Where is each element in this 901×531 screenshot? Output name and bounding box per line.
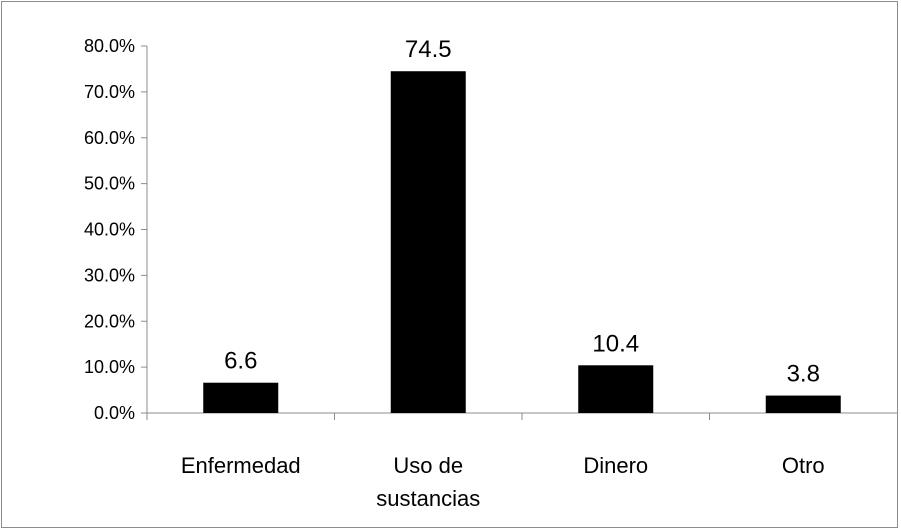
x-tick-label: Enfermedad [181, 453, 301, 478]
x-tick-label: Otro [782, 453, 825, 478]
data-labels: 6.6 74.5 10.4 3.8 [224, 36, 820, 387]
data-label: 10.4 [592, 330, 639, 357]
data-label: 3.8 [787, 361, 820, 388]
y-tick-label: 70.0% [84, 82, 135, 102]
y-tick-label: 0.0% [94, 403, 135, 423]
y-tick-label: 60.0% [84, 128, 135, 148]
data-label: 6.6 [224, 348, 257, 375]
bar [578, 365, 654, 413]
bar [390, 71, 466, 413]
y-tick-label: 40.0% [84, 220, 135, 240]
bars [203, 71, 841, 413]
y-tick-label: 30.0% [84, 265, 135, 285]
x-tick-label: Dinero [583, 453, 648, 478]
x-tick-label: Uso de sustancias [376, 453, 480, 511]
y-tick-label: 20.0% [84, 311, 135, 331]
x-axis: Enfermedad Uso de sustancias Dinero Otro [146, 412, 897, 511]
bar [203, 382, 279, 413]
y-tick-label: 50.0% [84, 174, 135, 194]
y-tick-label: 10.0% [84, 357, 135, 377]
y-axis: 0.0% 10.0% 20.0% 30.0% 40.0% 50.0% 60.0% 70.0% 8… [84, 36, 148, 423]
y-tick-label: 80.0% [84, 36, 135, 56]
data-label: 74.5 [405, 36, 452, 63]
bar [765, 395, 841, 413]
